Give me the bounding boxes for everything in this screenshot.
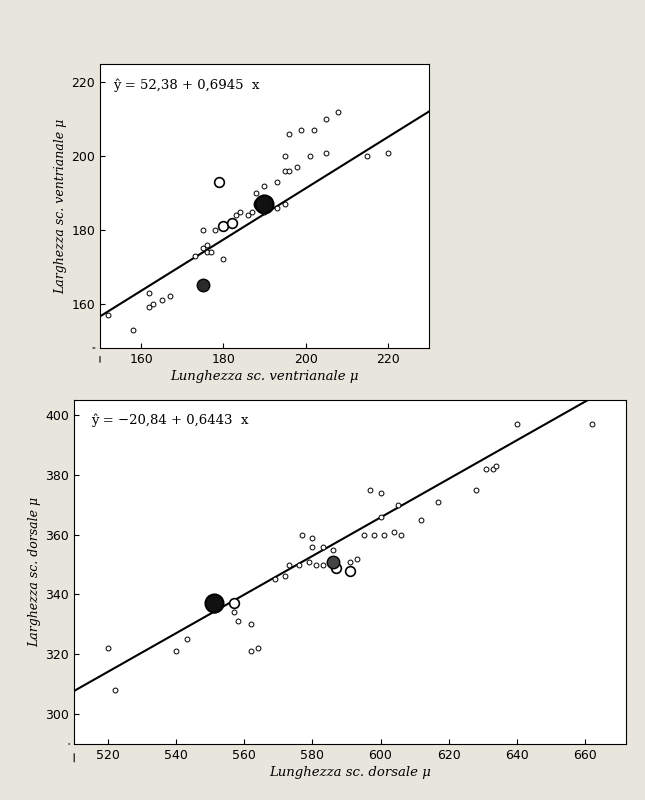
Y-axis label: Larghezza sc. ventrianale μ: Larghezza sc. ventrianale μ (54, 118, 67, 294)
Text: ŷ = −20,84 + 0,6443  x: ŷ = −20,84 + 0,6443 x (91, 414, 248, 427)
X-axis label: Lunghezza sc. dorsale μ: Lunghezza sc. dorsale μ (269, 766, 431, 779)
Text: ŷ = 52,38 + 0,6945  x: ŷ = 52,38 + 0,6945 x (113, 78, 260, 92)
Y-axis label: Larghezza sc. dorsale μ: Larghezza sc. dorsale μ (28, 497, 41, 647)
X-axis label: Lunghezza sc. ventrianale μ: Lunghezza sc. ventrianale μ (170, 370, 359, 383)
